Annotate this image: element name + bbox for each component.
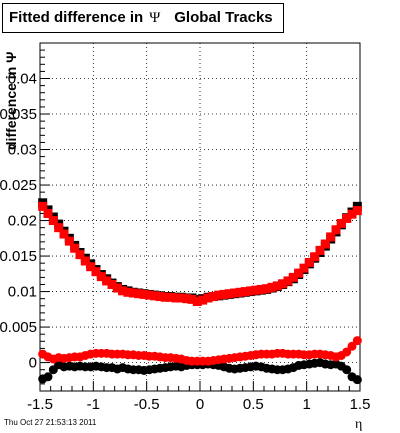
data-point-square: [272, 281, 282, 291]
x-tick-label: -0.5: [134, 396, 160, 413]
x-tick-labels: -1.5 -1 -0.5 0 0.5 1 1.5: [27, 396, 370, 413]
data-point-square: [352, 206, 362, 216]
data-point-square: [256, 284, 266, 294]
data-point-square: [86, 262, 96, 272]
x-tick-label: -1.5: [27, 396, 53, 413]
x-tick-label: 1.5: [350, 396, 371, 413]
data-point-square: [134, 289, 144, 299]
data-point-square: [182, 294, 192, 304]
chart-title-prefix: Fitted difference in: [9, 9, 144, 26]
data-point-square: [75, 250, 85, 260]
data-point-square: [96, 272, 106, 282]
data-point-square: [150, 291, 160, 301]
data-point-square: [102, 276, 112, 286]
data-point-square: [267, 282, 277, 292]
data-point-square: [283, 276, 293, 286]
data-series: [38, 198, 362, 385]
data-point-square: [224, 289, 234, 299]
data-point-square: [320, 239, 330, 249]
data-point-square: [54, 223, 64, 233]
data-point-square: [107, 279, 117, 289]
data-point-square: [166, 292, 176, 302]
data-point-square: [198, 295, 208, 305]
axis-ticks: [39, 49, 361, 391]
chart-title-symbol: Ψ: [149, 10, 161, 26]
series-3: [38, 336, 362, 366]
data-point-square: [240, 287, 250, 297]
chart-title: Fitted difference in Ψ Global Tracks: [2, 3, 284, 33]
data-point-square: [230, 288, 240, 298]
data-point-square: [310, 252, 320, 262]
data-point-square: [347, 209, 357, 219]
y-axis-title: difference in Ψ: [3, 52, 19, 150]
data-point-square: [48, 216, 58, 226]
data-point-square: [294, 268, 304, 278]
data-point-square: [262, 284, 272, 294]
data-point-circle: [347, 341, 357, 351]
x-axis-title: η: [355, 417, 362, 432]
data-point-square: [70, 243, 80, 253]
data-point-circle: [342, 347, 352, 357]
y-tick-label: 0: [29, 355, 37, 372]
data-point-square: [342, 213, 352, 223]
data-point-square: [219, 289, 229, 299]
data-point-square: [123, 287, 133, 297]
data-point-square: [288, 272, 298, 282]
data-point-square: [38, 201, 48, 211]
y-tick-label: 0.035: [0, 106, 37, 123]
x-tick-label: -1: [87, 396, 100, 413]
data-point-square: [331, 225, 341, 235]
y-tick-label: 0.01: [8, 284, 37, 301]
grid-lines: [40, 43, 360, 391]
data-point-circle: [352, 336, 362, 346]
data-point-square: [91, 267, 101, 277]
series-1: [38, 201, 362, 307]
y-tick-label: 0.04: [8, 71, 37, 88]
data-point-square: [118, 286, 128, 296]
data-point-square: [155, 292, 165, 302]
data-point-square: [192, 297, 202, 307]
data-point-square: [59, 229, 69, 239]
data-point-square: [176, 293, 186, 303]
data-point-square: [336, 218, 346, 228]
data-point-square: [80, 256, 90, 266]
data-point-square: [299, 263, 309, 273]
data-point-square: [112, 283, 122, 293]
data-point-square: [315, 245, 325, 255]
data-point-square: [171, 293, 181, 303]
data-point-circle: [342, 365, 352, 375]
x-tick-label: 0.5: [243, 396, 264, 413]
data-point-square: [203, 293, 213, 303]
data-point-square: [235, 287, 245, 297]
y-tick-label: 0.005: [0, 319, 37, 336]
y-tick-labels: 0 0.005 0.01 0.015 0.02 0.025 0.03 0.035 0.04: [0, 71, 37, 372]
data-point-square: [251, 285, 261, 295]
data-point-square: [326, 232, 336, 242]
y-tick-label: 0.025: [0, 177, 37, 194]
data-point-square: [304, 257, 314, 267]
timestamp-footer: Thu Oct 27 21:53:13 2011: [4, 418, 97, 427]
y-tick-label: 0.015: [0, 248, 37, 265]
x-tick-label: 1: [302, 396, 310, 413]
data-point-square: [144, 290, 154, 300]
data-point-square: [278, 279, 288, 289]
y-tick-label: 0.03: [8, 142, 37, 159]
y-tick-label: 0.02: [8, 213, 37, 230]
chart-title-suffix: Global Tracks: [174, 9, 273, 26]
data-point-square: [214, 290, 224, 300]
data-point-square: [43, 208, 53, 218]
data-point-square: [160, 292, 170, 302]
data-point-circle: [352, 375, 362, 385]
data-point-square: [208, 292, 218, 302]
data-point-square: [64, 236, 74, 246]
data-point-square: [246, 286, 256, 296]
x-tick-label: 0: [196, 396, 204, 413]
data-point-square: [187, 294, 197, 304]
data-point-square: [128, 288, 138, 298]
data-point-circle: [43, 372, 53, 382]
data-point-square: [139, 289, 149, 299]
